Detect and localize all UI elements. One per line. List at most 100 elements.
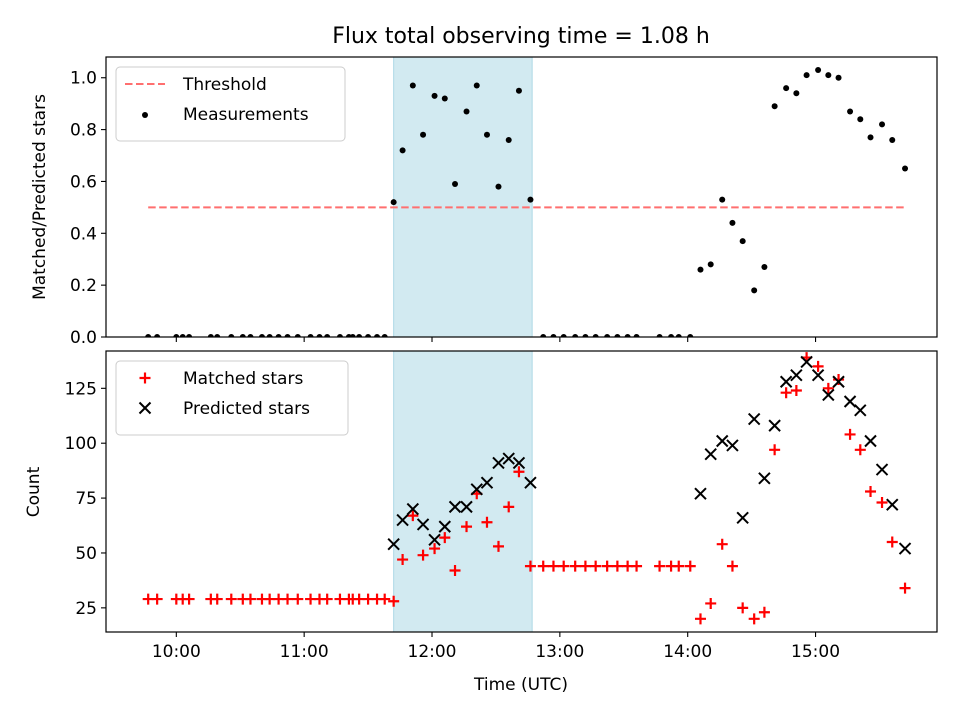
observing-span: [393, 57, 533, 337]
measurement-point: [275, 334, 282, 337]
measurement-point: [420, 131, 427, 138]
matched-star-point: [590, 560, 602, 572]
predicted-star-point: [492, 456, 505, 470]
predicted-star-point: [694, 487, 707, 500]
measurement-point: [825, 72, 832, 79]
count-panel: 25 50 75 100 125 10:00 11:00 12:00 13:00 14:00 15:…: [65, 350, 938, 662]
legend-box: [115, 66, 346, 142]
measurement-point: [239, 334, 246, 337]
legend-box: [115, 360, 349, 436]
matched-star-point: [854, 444, 866, 456]
predicted-star-point: [898, 542, 912, 555]
measurement-point: [473, 82, 480, 89]
predicted-star-point: [512, 456, 526, 470]
matched-star-point: [211, 593, 223, 605]
matched-star-point: [407, 510, 419, 522]
matched-star-point: [151, 593, 163, 605]
matched-star-point: [292, 593, 304, 605]
legend-predicted-swatch: [138, 401, 152, 415]
predicted-star-point: [428, 533, 441, 547]
measurement-point: [624, 334, 631, 337]
predicted-star-point: [470, 483, 483, 496]
measurement-point: [687, 334, 694, 337]
matched-star-point: [183, 593, 195, 605]
measurement-point: [803, 72, 810, 79]
y-tick-label: 0.4: [70, 224, 97, 244]
x-tick-label: 13:00: [535, 642, 584, 662]
x-tick-label: 12:00: [408, 642, 457, 662]
y-tick-label: 0.2: [70, 276, 97, 296]
predicted-star-point: [843, 395, 857, 408]
matched-star-point: [524, 560, 536, 572]
x-tick-label: 11:00: [280, 642, 329, 662]
measurement-point: [847, 108, 854, 115]
axes-frame: [105, 350, 938, 633]
matched-star-point: [631, 560, 643, 572]
legend-matched-swatch: [139, 372, 151, 384]
measurement-point: [889, 136, 896, 143]
measurement-point: [902, 165, 909, 172]
predicted-star-point: [864, 434, 877, 448]
measurement-point: [572, 334, 579, 337]
predicted-star-point: [726, 439, 739, 452]
matched-star-point: [654, 560, 666, 572]
measurement-point: [324, 334, 331, 337]
measurement-point: [294, 334, 301, 337]
measurement-point: [835, 74, 842, 81]
axes-frame: [105, 56, 938, 338]
measurement-point: [675, 334, 682, 337]
measurement-point: [729, 219, 736, 226]
y-tick-label: 0.8: [70, 121, 97, 141]
measurement-point: [463, 108, 470, 115]
measurement-point: [381, 334, 388, 337]
measurement-point: [550, 334, 557, 337]
predicted-star-point: [886, 498, 899, 511]
measurement-point: [145, 334, 152, 337]
matched-star-point: [397, 554, 409, 566]
matched-star-point: [321, 593, 333, 605]
measurement-point: [207, 334, 214, 337]
legend-label: Predicted stars: [183, 399, 310, 419]
matched-star-point: [833, 374, 845, 386]
measurement-point: [761, 264, 768, 270]
measurement-point: [409, 82, 416, 89]
matched-star-point: [726, 560, 738, 572]
matched-star-point: [379, 593, 391, 605]
measurement-point: [316, 334, 323, 337]
measurement-point: [527, 196, 534, 203]
matched-star-point: [579, 560, 591, 572]
matched-star-point: [282, 593, 294, 605]
predicted-star-point: [811, 368, 825, 382]
matched-star-point: [876, 496, 888, 508]
matched-star-point: [790, 385, 802, 397]
matched-star-point: [388, 595, 400, 607]
matched-star-point: [569, 560, 581, 572]
measurement-point: [173, 334, 180, 337]
measurement-point: [356, 334, 363, 337]
measurement-point: [771, 103, 778, 110]
matched-star-point: [611, 560, 623, 572]
predicted-star-point: [716, 434, 729, 448]
predicted-star-point: [704, 447, 717, 461]
predicted-star-point: [480, 476, 494, 489]
y-tick-label: 25: [75, 599, 97, 619]
matched-star-point: [439, 532, 451, 544]
matched-star-point: [601, 560, 613, 572]
ratio-ylabel: Matched/Predicted stars: [30, 94, 50, 300]
legend-measurement-swatch: [142, 112, 148, 118]
y-tick-label: 75: [75, 489, 97, 509]
x-tick-label: 14:00: [663, 642, 712, 662]
measurement-point: [879, 121, 886, 128]
matched-star-point: [822, 382, 834, 394]
measurement-point: [365, 334, 372, 337]
measurement-point: [867, 134, 874, 141]
measurement-point: [614, 334, 621, 337]
predicted-star-point: [747, 412, 761, 426]
predicted-star-point: [832, 375, 845, 388]
measurement-point: [349, 334, 356, 337]
measurement-point: [228, 334, 235, 337]
matched-star-point: [684, 560, 696, 572]
predicted-star-point: [768, 419, 781, 432]
plot-area: [142, 351, 912, 632]
matched-star-point: [769, 444, 781, 456]
